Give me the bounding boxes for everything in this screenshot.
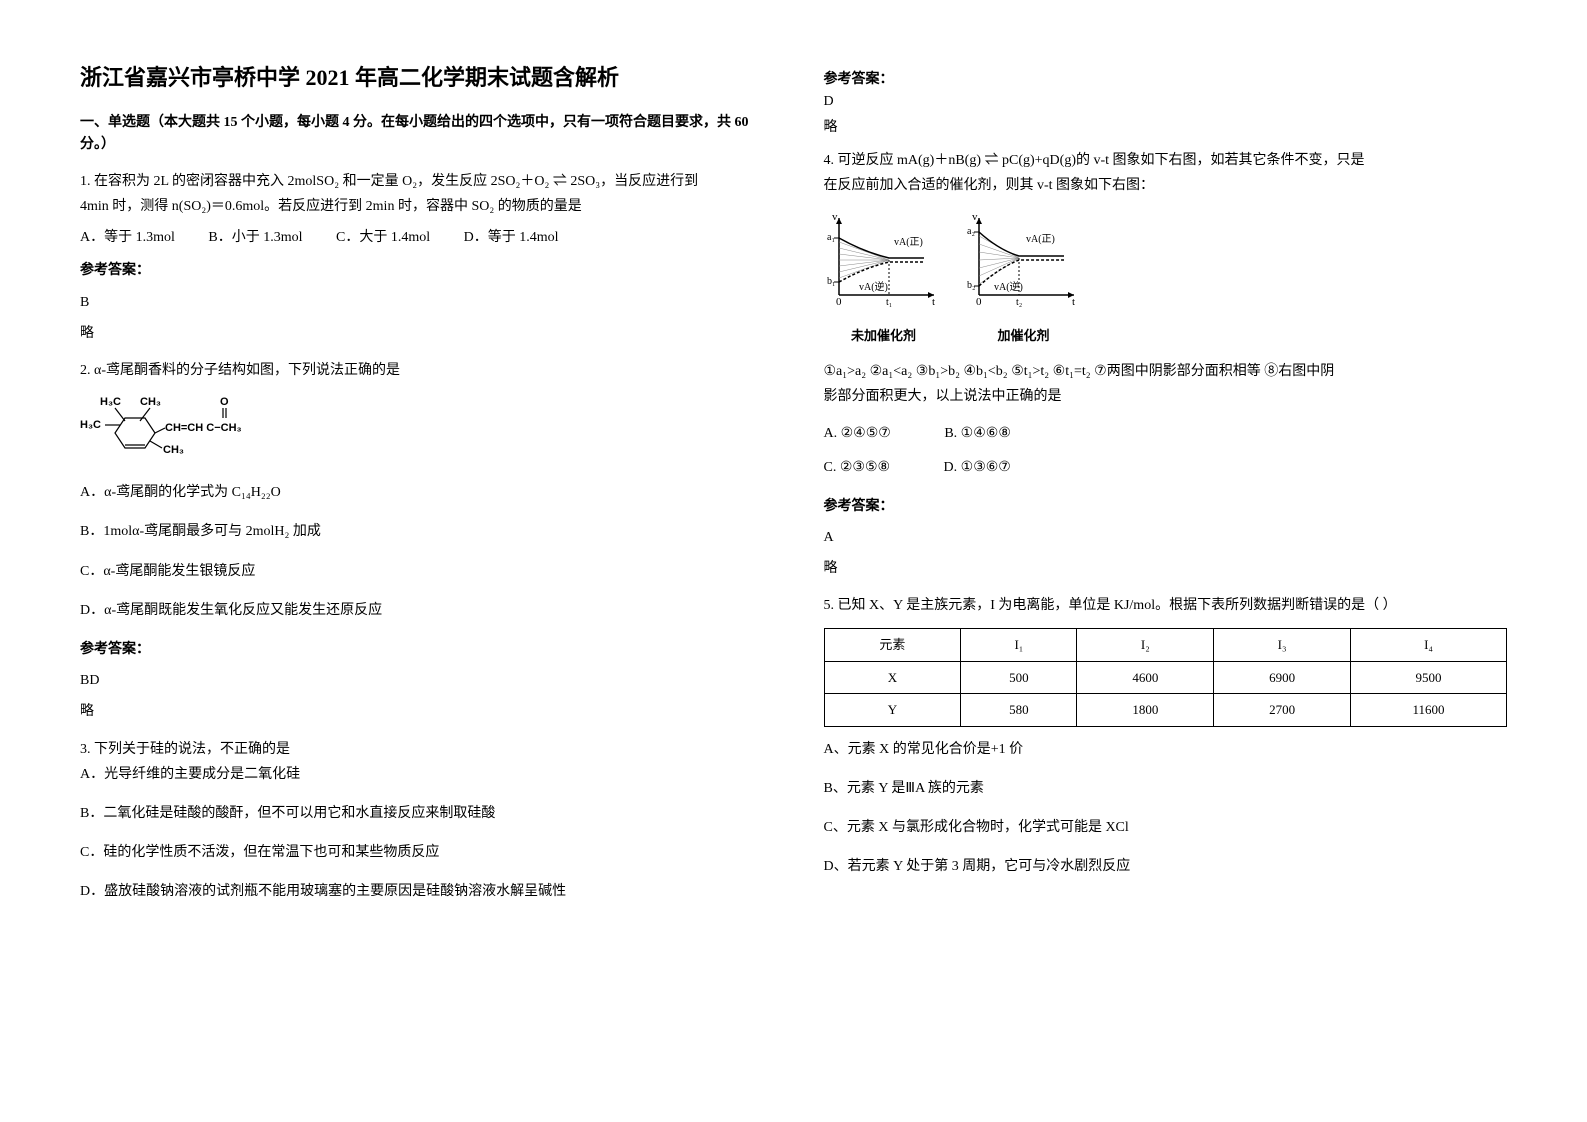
q2-answer-label: 参考答案：	[80, 637, 764, 662]
question-3: 3. 下列关于硅的说法，不正确的是 A．光导纤维的主要成分是二氧化硅 B．二氧化…	[80, 737, 764, 905]
cell-y-i1: 580	[961, 694, 1077, 726]
q4-text-line1: 4. 可逆反应 mA(g)＋nB(g) ⇌ pC(g)+qD(g)的 v-t 图…	[824, 148, 1508, 173]
svg-text:0: 0	[836, 296, 842, 308]
q1-option-d: D．等于 1.4mol	[464, 225, 559, 250]
ionization-table: 元素 I₁ I₂ I₃ I₄ X 500 4600 6900 9500 Y 58…	[824, 628, 1508, 726]
q1-text-line2: 4min 时，测得 n(SO₂)＝0.6mol。若反应进行到 2min 时，容器…	[80, 194, 764, 219]
q2-answer: BD	[80, 668, 764, 693]
svg-text:v: v	[832, 211, 838, 223]
svg-text:0: 0	[976, 296, 982, 308]
q5-option-b: B、元素 Y 是ⅢA 族的元素	[824, 776, 1508, 801]
page-container: 浙江省嘉兴市亭桥中学 2021 年高二化学期末试题含解析 一、单选题（本大题共 …	[80, 60, 1507, 919]
question-2: 2. α-鸢尾酮香料的分子结构如图，下列说法正确的是 H₃C CH₃ O H₃C	[80, 358, 764, 725]
svg-text:a₂: a₂	[967, 226, 975, 237]
svg-text:O: O	[220, 396, 229, 408]
q1-answer: B	[80, 290, 764, 315]
molecule-structure: H₃C CH₃ O H₃C CH=CH C−CH₃ CH₃	[80, 393, 764, 466]
svg-text:vA(逆): vA(逆)	[994, 280, 1023, 293]
svg-text:vA(正): vA(正)	[1026, 234, 1055, 245]
diagram-with-catalyst: v t 0 a₂	[964, 210, 1084, 347]
svg-text:CH=CH C−CH₃: CH=CH C−CH₃	[165, 422, 242, 434]
q2-option-a: A．α-鸢尾酮的化学式为 C₁₄H₂₂O	[80, 480, 764, 505]
cell-x-i4: 9500	[1351, 661, 1507, 693]
th-i1: I₁	[961, 629, 1077, 661]
q3-answer: D	[824, 94, 1508, 110]
svg-text:H₃C: H₃C	[80, 419, 101, 431]
q5-option-a: A、元素 X 的常见化合价是+1 价	[824, 737, 1508, 762]
cell-y: Y	[824, 694, 961, 726]
svg-text:t₁: t₁	[886, 297, 892, 308]
q1-options: A．等于 1.3mol B．小于 1.3mol C．大于 1.4mol D．等于…	[80, 225, 764, 250]
svg-text:a₁: a₁	[827, 232, 835, 243]
q4-option-d: D. ①③⑥⑦	[944, 455, 1011, 480]
cell-y-i4: 11600	[1351, 694, 1507, 726]
q3-option-a: A．光导纤维的主要成分是二氧化硅	[80, 762, 764, 787]
th-i2: I₂	[1077, 629, 1214, 661]
svg-text:CH₃: CH₃	[163, 444, 184, 456]
cell-x-i3: 6900	[1214, 661, 1351, 693]
question-4: 4. 可逆反应 mA(g)＋nB(g) ⇌ pC(g)+qD(g)的 v-t 图…	[824, 148, 1508, 581]
q4-option-c: C. ②③⑤⑧	[824, 455, 891, 480]
q1-option-a: A．等于 1.3mol	[80, 225, 175, 250]
svg-text:CH₃: CH₃	[140, 396, 161, 408]
q3-option-b: B．二氧化硅是硅酸的酸酐，但不可以用它和水直接反应来制取硅酸	[80, 801, 764, 826]
svg-text:t₂: t₂	[1016, 297, 1022, 308]
cell-y-i2: 1800	[1077, 694, 1214, 726]
question-5: 5. 已知 X、Y 是主族元素，I 为电离能，单位是 KJ/mol。根据下表所列…	[824, 593, 1508, 879]
q2-text: 2. α-鸢尾酮香料的分子结构如图，下列说法正确的是	[80, 358, 764, 383]
q4-text-line2: 在反应前加入合适的催化剂，则其 v-t 图象如下右图：	[824, 173, 1508, 198]
svg-text:t: t	[932, 296, 935, 308]
diagram-right-label: 加催化剂	[964, 324, 1084, 347]
document-title: 浙江省嘉兴市亭桥中学 2021 年高二化学期末试题含解析	[80, 60, 764, 92]
q4-option-a: A. ②④⑤⑦	[824, 421, 891, 446]
q2-option-c: C．α-鸢尾酮能发生银镜反应	[80, 559, 764, 584]
q1-note: 略	[80, 321, 764, 346]
q1-option-b: B．小于 1.3mol	[208, 225, 302, 250]
diagram-no-catalyst: v t 0	[824, 210, 944, 347]
th-i4: I₄	[1351, 629, 1507, 661]
question-1: 1. 在容积为 2L 的密闭容器中充入 2molSO₂ 和一定量 O₂，发生反应…	[80, 169, 764, 346]
q1-answer-label: 参考答案：	[80, 258, 764, 283]
q5-option-c: C、元素 X 与氯形成化合物时，化学式可能是 XCl	[824, 815, 1508, 840]
vt-diagrams: v t 0	[824, 210, 1508, 347]
q1-option-c: C．大于 1.4mol	[336, 225, 430, 250]
q4-choices-line2: 影部分面积更大，以上说法中正确的是	[824, 384, 1508, 409]
table-header-row: 元素 I₁ I₂ I₃ I₄	[824, 629, 1507, 661]
q4-options-row2: C. ②③⑤⑧ D. ①③⑥⑦	[824, 455, 1508, 480]
q5-option-d: D、若元素 Y 处于第 3 周期，它可与冷水剧烈反应	[824, 854, 1508, 879]
q4-choices-line1: ①a₁>a₂ ②a₁<a₂ ③b₁>b₂ ④b₁<b₂ ⑤t₁>t₂ ⑥t₁=t…	[824, 359, 1508, 384]
q2-note: 略	[80, 699, 764, 724]
svg-text:vA(正): vA(正)	[894, 237, 923, 248]
svg-text:v: v	[972, 211, 978, 223]
q3-text: 3. 下列关于硅的说法，不正确的是	[80, 737, 764, 762]
q3-option-c: C．硅的化学性质不活泼，但在常温下也可和某些物质反应	[80, 840, 764, 865]
q3-option-d: D．盛放硅酸钠溶液的试剂瓶不能用玻璃塞的主要原因是硅酸钠溶液水解呈碱性	[80, 879, 764, 904]
q4-answer-label: 参考答案：	[824, 494, 1508, 519]
cell-x-i1: 500	[961, 661, 1077, 693]
q4-answer: A	[824, 525, 1508, 550]
svg-text:t: t	[1072, 296, 1075, 308]
q2-option-b: B．1molα-鸢尾酮最多可与 2molH₂ 加成	[80, 519, 764, 544]
table-row: X 500 4600 6900 9500	[824, 661, 1507, 693]
q5-text: 5. 已知 X、Y 是主族元素，I 为电离能，单位是 KJ/mol。根据下表所列…	[824, 593, 1508, 618]
cell-y-i3: 2700	[1214, 694, 1351, 726]
cell-x-i2: 4600	[1077, 661, 1214, 693]
diagram-left-label: 未加催化剂	[824, 324, 944, 347]
right-column: 参考答案： D 略 4. 可逆反应 mA(g)＋nB(g) ⇌ pC(g)+qD…	[824, 60, 1508, 919]
q3-answer-label: 参考答案：	[824, 68, 1508, 88]
table-row: Y 580 1800 2700 11600	[824, 694, 1507, 726]
q1-text-line1: 1. 在容积为 2L 的密闭容器中充入 2molSO₂ 和一定量 O₂，发生反应…	[80, 169, 764, 194]
cell-x: X	[824, 661, 961, 693]
svg-text:H₃C: H₃C	[100, 396, 121, 408]
q4-note: 略	[824, 556, 1508, 581]
q3-note: 略	[824, 116, 1508, 136]
left-column: 浙江省嘉兴市亭桥中学 2021 年高二化学期末试题含解析 一、单选题（本大题共 …	[80, 60, 764, 919]
section-header: 一、单选题（本大题共 15 个小题，每小题 4 分。在每小题给出的四个选项中，只…	[80, 112, 764, 157]
svg-text:vA(逆): vA(逆)	[859, 280, 888, 293]
q4-option-b: B. ①④⑥⑧	[944, 421, 1011, 446]
q2-option-d: D．α-鸢尾酮既能发生氧化反应又能发生还原反应	[80, 598, 764, 623]
th-i3: I₃	[1214, 629, 1351, 661]
q4-options-row1: A. ②④⑤⑦ B. ①④⑥⑧	[824, 421, 1508, 446]
th-element: 元素	[824, 629, 961, 661]
